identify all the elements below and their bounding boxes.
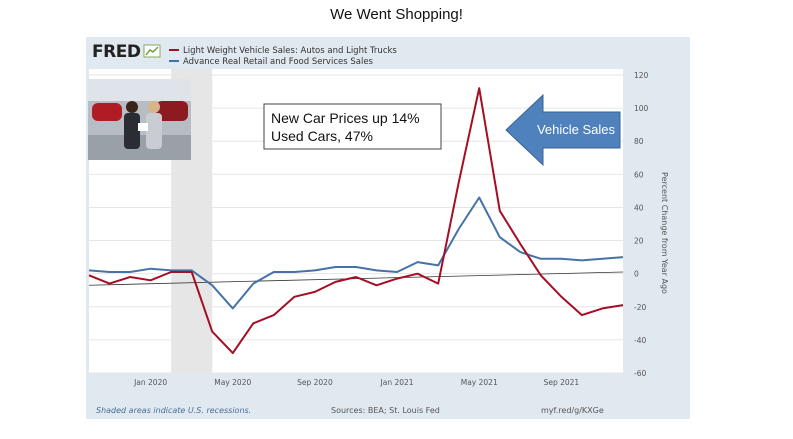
x-tick-label: May 2021 <box>461 378 498 387</box>
y-tick-label: 120 <box>634 71 649 80</box>
x-tick-label: May 2020 <box>214 378 251 387</box>
x-tick-label: Jan 2020 <box>133 378 167 387</box>
slide-title: We Went Shopping! <box>330 6 463 23</box>
fred-logo-icon <box>143 44 161 58</box>
legend: Light Weight Vehicle Sales: Autos and Li… <box>169 46 397 67</box>
arrow-label: Vehicle Sales <box>537 122 616 137</box>
trendline-line <box>88 271 624 286</box>
callout-line-2: Used Cars, 47% <box>271 128 373 144</box>
line-chart: FRED Light Weight Vehicle Sales: Autos a… <box>88 42 669 415</box>
y-tick-label: -20 <box>634 303 646 312</box>
car-dealership-photo <box>88 79 191 160</box>
callout-line-1: New Car Prices up 14% <box>271 110 420 126</box>
y-tick-label: 0 <box>634 270 639 279</box>
y-tick-label: 100 <box>634 104 649 113</box>
recession-note: Shaded areas indicate U.S. recessions. <box>96 406 251 415</box>
x-tick-label: Sep 2020 <box>297 378 333 387</box>
series-line <box>88 87 624 355</box>
y-axis-label: Percent Change from Year Ago <box>660 172 669 294</box>
fred-chart-panel: FRED Light Weight Vehicle Sales: Autos a… <box>86 37 690 419</box>
axis-ticks: -60 -40 -20 0 20 40 60 80 100 120 Jan 2020 May 2020… <box>133 71 648 387</box>
y-tick-label: -40 <box>634 336 646 345</box>
y-tick-label: 20 <box>634 237 644 246</box>
y-tick-label: 40 <box>634 203 644 212</box>
series-lines <box>88 87 624 355</box>
y-tick-label: -60 <box>634 369 646 378</box>
series-line <box>88 196 624 310</box>
y-tick-label: 80 <box>634 137 644 146</box>
y-tick-label: 60 <box>634 170 644 179</box>
fred-link[interactable]: myf.red/g/KXGe <box>541 406 604 415</box>
price-callout: New Car Prices up 14% Used Cars, 47% <box>263 103 442 150</box>
sources-note: Sources: BEA; St. Louis Fed <box>331 406 440 415</box>
x-tick-label: Jan 2021 <box>380 378 414 387</box>
fred-logo: FRED <box>92 42 141 62</box>
x-tick-label: Sep 2021 <box>544 378 580 387</box>
legend-entry: Advance Real Retail and Food Services Sa… <box>183 57 374 67</box>
vehicle-sales-arrow: Vehicle Sales <box>505 93 621 167</box>
trendline <box>88 271 624 286</box>
legend-entry: Light Weight Vehicle Sales: Autos and Li… <box>183 46 397 56</box>
